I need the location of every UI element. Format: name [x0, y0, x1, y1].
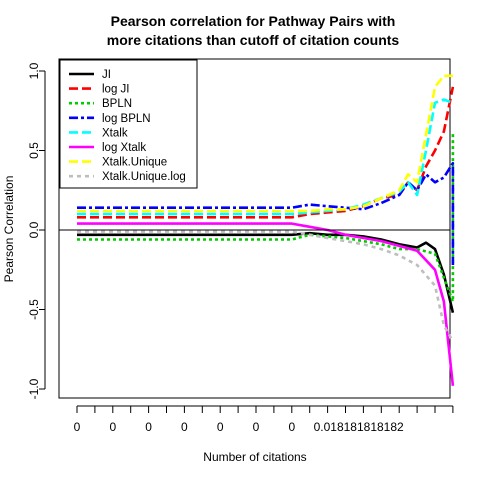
series-line-log-ji [77, 86, 455, 219]
chart-title-line-2: more citations than cutoff of citation c… [107, 32, 400, 48]
y-tick-label: 0.0 [27, 221, 41, 238]
series-line-log-bpln [77, 161, 455, 265]
series-line-bpln [77, 131, 455, 303]
y-axis-label: Pearson Correlation [2, 176, 16, 283]
x-tick-label: 0.018181818182 [314, 420, 404, 434]
legend-label: Xtalk [102, 127, 128, 139]
legend-label: Xtalk.Unique.log [102, 171, 186, 183]
x-tick-label: 0 [253, 420, 260, 434]
x-tick-label: 0 [74, 420, 81, 434]
x-tick-label: 0 [288, 420, 295, 434]
x-axis-label: Number of citations [203, 450, 306, 464]
y-tick-label: 1.0 [27, 62, 41, 79]
y-tick-label: 0.5 [27, 142, 41, 159]
legend-label: JI [102, 69, 111, 81]
x-axis: 0 0 0 0 0 0 0 0.018181818182 [74, 405, 454, 434]
series-line-ji [77, 231, 455, 313]
chart-title-line-1: Pearson correlation for Pathway Pairs wi… [111, 13, 396, 29]
legend: JI log JI BPLN log BPLN Xtalk log Xtalk Xtalk.… [59, 59, 198, 189]
legend-label: log JI [102, 84, 130, 96]
legend-box [59, 59, 198, 189]
series-layer [77, 74, 455, 386]
x-tick-label: 0 [217, 420, 224, 434]
y-tick-label: -0.5 [27, 299, 41, 320]
x-tick-label: 0 [145, 420, 152, 434]
y-tick-label: -1.0 [27, 378, 41, 399]
series-line-xtalk-unique [77, 74, 453, 213]
y-axis: -1.0 -0.5 0.0 0.5 1.0 [27, 62, 46, 399]
x-tick-label: 0 [181, 420, 188, 434]
legend-label: BPLN [102, 98, 132, 110]
legend-label: log BPLN [102, 113, 151, 125]
series-line-xtalk-unique-log [77, 230, 455, 342]
plot-frame [58, 58, 451, 399]
x-tick-label: 0 [109, 420, 116, 434]
series-line-log-xtalk [77, 222, 455, 386]
legend-label: Xtalk.Unique [102, 157, 167, 169]
legend-label: log Xtalk [102, 142, 146, 154]
chart-title: Pearson correlation for Pathway Pairs wi… [107, 13, 400, 48]
